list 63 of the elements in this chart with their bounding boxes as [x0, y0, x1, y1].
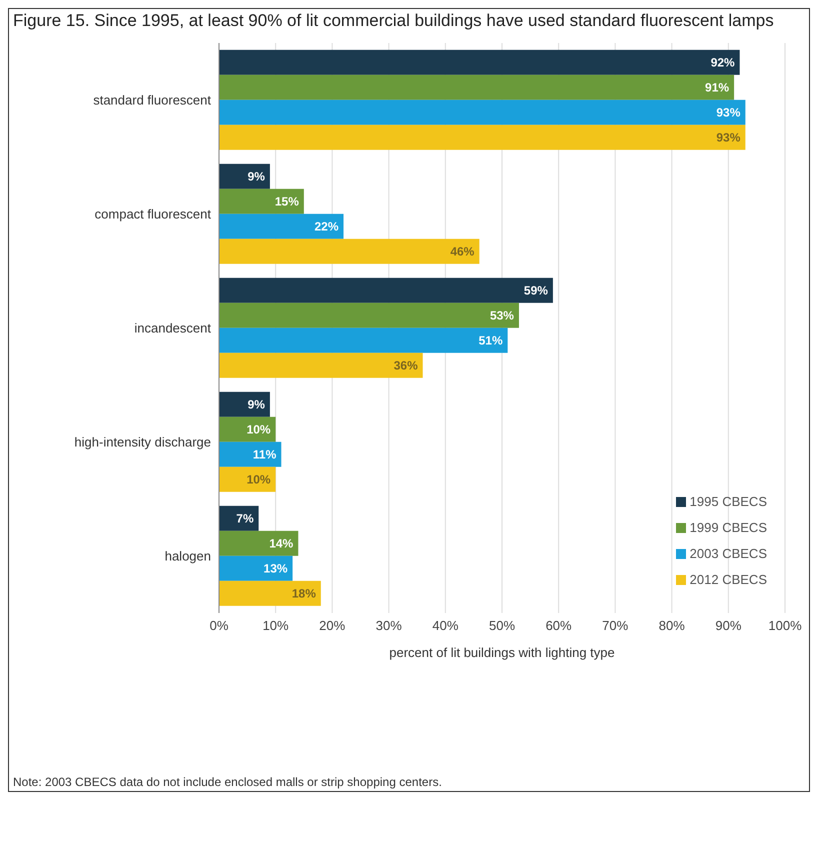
data-label: 93% — [716, 130, 741, 145]
bar — [219, 238, 480, 264]
data-label: 93% — [716, 106, 741, 120]
data-label: 18% — [292, 586, 316, 601]
x-axis-title: percent of lit buildings with lighting type — [389, 645, 615, 660]
bar — [219, 74, 734, 100]
x-tick-label: 80% — [658, 618, 686, 634]
y-tick-label: standard fluorescent — [93, 92, 212, 108]
x-tick-label: 100% — [768, 618, 802, 634]
legend-label: 2003 CBECS — [690, 546, 767, 561]
bar — [219, 530, 298, 556]
bar — [219, 164, 270, 189]
data-label: 51% — [478, 334, 503, 348]
y-tick-label: incandescent — [134, 320, 212, 336]
data-label: 13% — [264, 562, 288, 576]
x-tick-label: 10% — [262, 618, 290, 634]
text: Note: 2003 CBECS data do not include enclosed malls or strip shopping centers. — [12, 774, 443, 791]
y-tick-label: halogen — [164, 548, 211, 564]
data-label: 53% — [490, 308, 514, 323]
x-tick-label: 70% — [602, 618, 629, 634]
data-label: 7% — [236, 512, 254, 526]
bar — [219, 214, 344, 239]
bar — [219, 124, 746, 150]
chart-title: Figure 15. Since 1995, at least 90% of lit commercial buildings have used standard fluorescent lamps — [12, 10, 775, 32]
bar — [219, 100, 746, 125]
data-label: 14% — [269, 536, 294, 551]
bar — [219, 50, 740, 75]
x-tick-label: 90% — [715, 618, 742, 634]
data-label: 22% — [314, 220, 339, 234]
data-label: 10% — [246, 472, 271, 487]
data-label: 9% — [248, 398, 266, 412]
data-label: 36% — [394, 358, 418, 373]
x-tick-label: 30% — [376, 618, 402, 634]
bar — [219, 556, 293, 581]
legend-label: 1999 CBECS — [690, 520, 767, 535]
bar — [219, 466, 276, 492]
bar — [219, 442, 282, 467]
bar — [219, 580, 321, 606]
bar — [219, 278, 553, 303]
legend-label: 2012 CBECS — [690, 572, 767, 587]
data-label: 59% — [524, 284, 548, 298]
x-tick-label: 50% — [488, 618, 516, 634]
legend-label: 1995 CBECS — [690, 494, 767, 509]
bar — [219, 416, 276, 442]
data-label: 46% — [450, 244, 475, 259]
data-label: 15% — [274, 194, 300, 209]
x-tick-label: 60% — [546, 618, 572, 634]
y-tick-label: compact fluorescent — [94, 206, 212, 222]
bar — [219, 352, 423, 378]
data-label: 11% — [252, 448, 277, 462]
data-label: 10% — [246, 422, 271, 437]
bar — [219, 392, 270, 417]
data-label: 9% — [248, 170, 266, 184]
bar — [219, 328, 508, 353]
x-tick-label: 20% — [319, 618, 346, 634]
data-label: 92% — [710, 56, 736, 70]
bar — [219, 506, 259, 531]
y-tick-label: high-intensity discharge — [74, 434, 211, 450]
x-tick-label: 0% — [210, 618, 229, 634]
bar — [219, 188, 304, 214]
bar — [219, 302, 519, 328]
data-label: 91% — [705, 80, 730, 95]
x-tick-label: 40% — [432, 618, 459, 634]
